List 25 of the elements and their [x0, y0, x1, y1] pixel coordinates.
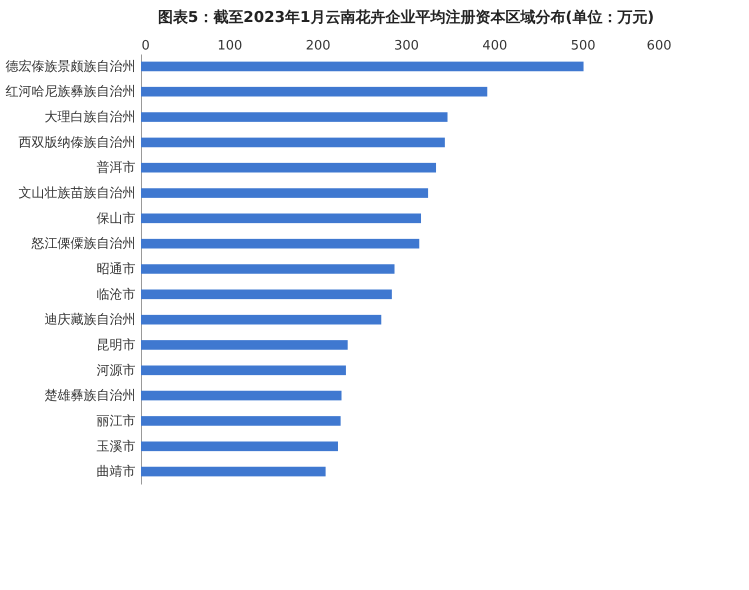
y-tick-label: 红河哈尼族彝族自治州	[6, 84, 136, 100]
y-tick-label: 昭通市	[96, 262, 136, 277]
y-tick-label: 河源市	[96, 363, 136, 378]
y-tick-label: 临沧市	[96, 287, 136, 302]
x-tick-label: 600	[646, 38, 672, 54]
y-tick-label: 楚雄彝族自治州	[44, 388, 136, 404]
y-tick-label: 怒江傈僳族自治州	[30, 236, 136, 252]
y-tick-label: 大理白族自治州	[44, 110, 136, 126]
y-tick-label: 保山市	[96, 211, 136, 226]
x-tick-label: 500	[570, 38, 596, 54]
y-tick-label: 西双版纳傣族自治州	[18, 135, 136, 150]
x-tick-label: 100	[217, 38, 242, 54]
x-tick-label: 0	[142, 38, 150, 54]
y-tick-label: 迪庆藏族自治州	[44, 312, 136, 328]
y-tick-label: 普洱市	[96, 160, 136, 176]
y-tick-label: 文山壮族苗族自治州	[18, 186, 136, 202]
y-tick-label: 德宏傣族景颇族自治州	[6, 58, 136, 74]
y-tick-label: 曲靖市	[96, 464, 136, 480]
x-tick-label: 200	[306, 38, 331, 54]
chart-title: 图表5：截至2023年1月云南花卉企业平均注册资本区域分布(单位：万元)	[158, 8, 654, 26]
y-tick-label: 昆明市	[96, 338, 136, 353]
x-tick-label: 300	[394, 38, 419, 54]
x-tick-label: 400	[482, 38, 508, 54]
y-tick-label: 丽江市	[96, 414, 136, 429]
y-tick-label: 玉溪市	[96, 439, 136, 454]
